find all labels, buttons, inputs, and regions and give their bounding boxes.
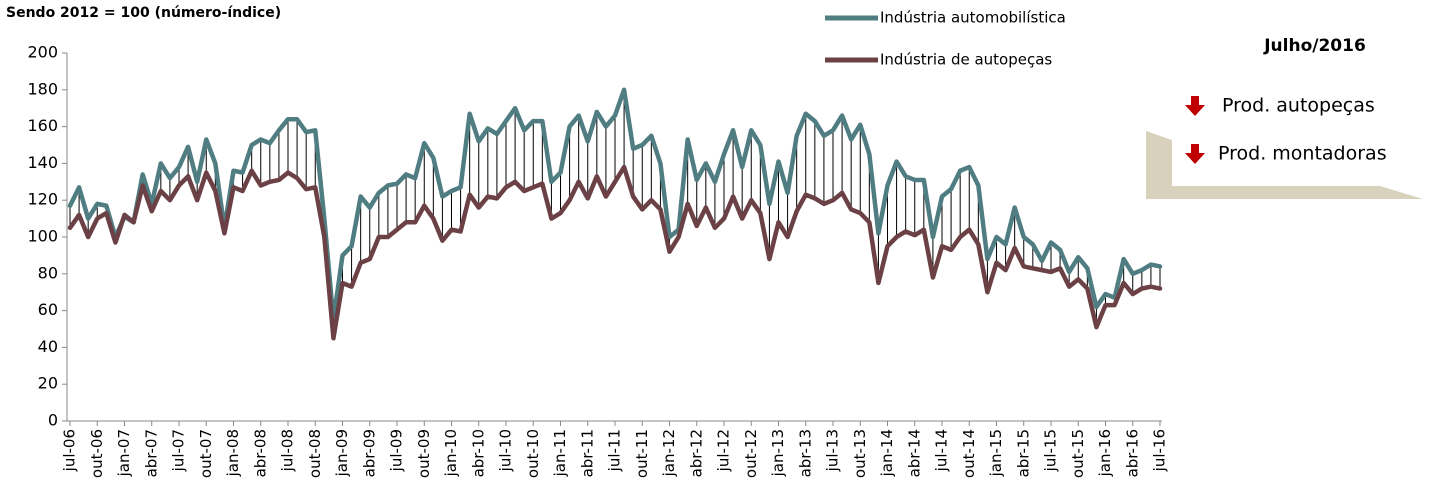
x-tick-label: jan-10 (442, 429, 460, 477)
x-tick-label: out-06 (88, 429, 106, 478)
x-tick-label: jul-10 (497, 429, 515, 472)
y-tick-label: 100 (27, 227, 58, 246)
y-tick-label: 60 (38, 300, 58, 319)
x-tick-label: jan-09 (333, 429, 351, 477)
y-tick-label: 200 (27, 43, 58, 62)
y-tick-label: 120 (27, 190, 58, 209)
panel-item: Prod. autopeças (1222, 95, 1375, 117)
x-tick-label: jul-08 (279, 429, 297, 472)
x-tick-label: out-08 (306, 429, 324, 478)
y-tick-label: 140 (27, 153, 58, 172)
x-tick-label: jan-11 (551, 429, 569, 477)
panel-decoration (1146, 131, 1423, 199)
down-arrow (1185, 96, 1205, 116)
x-tick-label: abr-15 (1014, 429, 1032, 477)
chart-title: Sendo 2012 = 100 (número-índice) (6, 5, 281, 21)
x-tick-label: abr-08 (251, 429, 269, 477)
x-tick-label: jul-09 (388, 429, 406, 472)
x-tick-label: abr-11 (578, 429, 596, 477)
x-tick-label: jul-13 (824, 429, 842, 472)
x-tick-label: jan-14 (878, 429, 896, 477)
x-tick-label: out-10 (524, 429, 542, 478)
series-line (67, 164, 1163, 341)
x-tick-label: jan-08 (224, 429, 242, 477)
down-arrow (1185, 144, 1205, 164)
y-tick-label: 0 (48, 411, 58, 430)
series-line (67, 87, 1163, 323)
x-tick-label: abr-10 (469, 429, 487, 477)
panel-title: Julho/2016 (1263, 36, 1366, 56)
x-tick-label: jan-16 (1096, 429, 1114, 477)
x-tick-label: out-14 (960, 429, 978, 478)
x-tick-label: jul-16 (1151, 429, 1169, 472)
x-tick-label: jul-14 (933, 429, 951, 472)
x-tick-label: jul-15 (1042, 429, 1060, 472)
x-tick-label: out-15 (1069, 429, 1087, 478)
x-tick-label: jan-15 (987, 429, 1005, 477)
x-tick-label: jan-12 (660, 429, 678, 477)
x-tick-label: jul-07 (170, 429, 188, 472)
x-tick-label: jan-13 (769, 429, 787, 477)
x-tick-label: abr-13 (796, 429, 814, 477)
x-tick-label: out-11 (633, 429, 651, 478)
panel-item: Prod. montadoras (1218, 143, 1387, 165)
x-tick-label: jul-12 (715, 429, 733, 472)
x-tick-label: abr-09 (360, 429, 378, 477)
x-tick-label: out-13 (851, 429, 869, 478)
legend-label: Indústria de autopeças (880, 51, 1052, 69)
y-tick-label: 180 (27, 79, 58, 98)
x-tick-label: out-07 (197, 429, 215, 478)
x-tick-label: jan-07 (115, 429, 133, 477)
x-tick-label: abr-07 (142, 429, 160, 477)
x-tick-label: out-09 (415, 429, 433, 478)
y-tick-label: 20 (38, 374, 58, 393)
x-tick-label: jul-11 (606, 429, 624, 472)
x-tick-label: out-12 (742, 429, 760, 478)
x-tick-label: abr-12 (687, 429, 705, 477)
legend-label: Indústria automobilística (880, 9, 1066, 27)
x-tick-label: abr-14 (905, 429, 923, 477)
x-tick-label: jul-06 (61, 429, 79, 472)
y-tick-label: 40 (38, 337, 58, 356)
y-tick-label: 80 (38, 263, 58, 282)
x-tick-label: abr-16 (1123, 429, 1141, 477)
y-tick-label: 160 (27, 116, 58, 135)
